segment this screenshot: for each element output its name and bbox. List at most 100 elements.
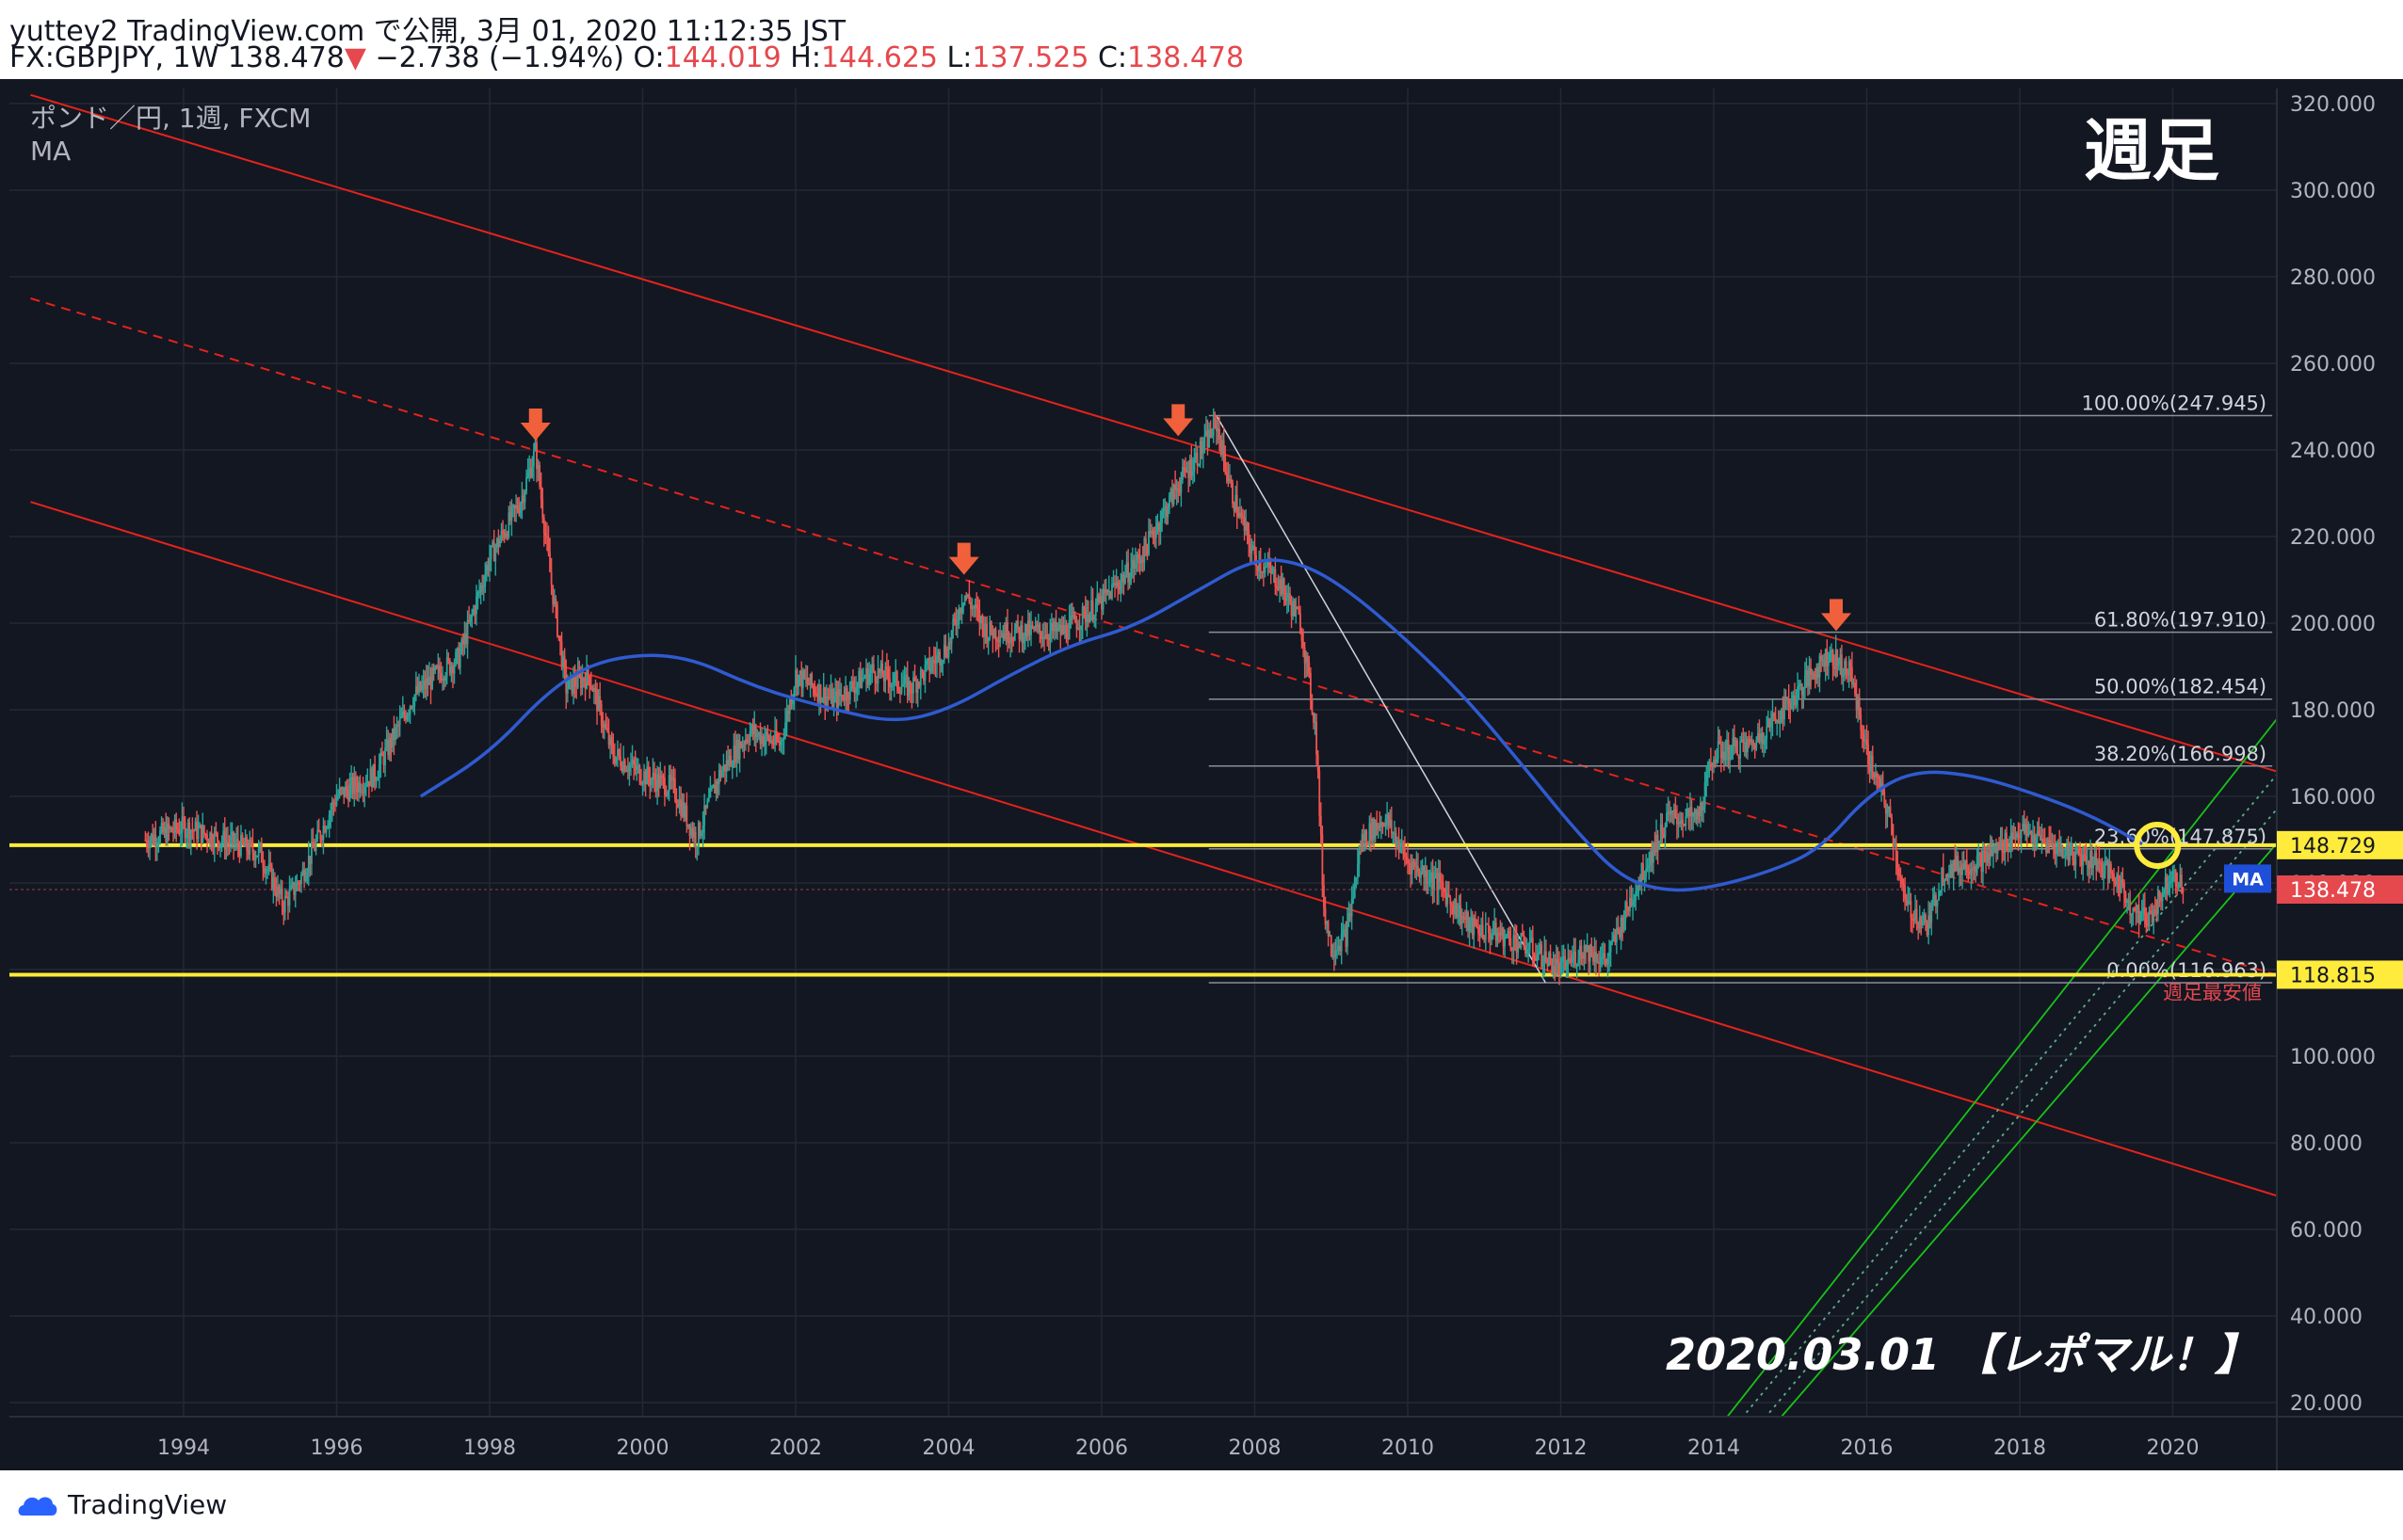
candle-body xyxy=(515,505,518,508)
candle-body xyxy=(1208,429,1210,447)
candle-body xyxy=(2012,836,2015,840)
candle-body xyxy=(835,691,838,708)
weekly-low-label: 週足最安値 xyxy=(2163,981,2262,1003)
candle-body xyxy=(512,505,514,507)
candle-body xyxy=(1821,660,1824,662)
candle-body xyxy=(2113,874,2115,882)
candle-body xyxy=(1060,625,1063,634)
candle-body xyxy=(703,805,706,826)
candle-body xyxy=(1452,906,1455,915)
candle-body xyxy=(1538,952,1540,955)
candle-body xyxy=(1282,578,1285,592)
candle-body xyxy=(832,696,835,708)
candle-body xyxy=(847,698,850,700)
candle-body xyxy=(2140,911,2143,914)
candle-body xyxy=(872,664,875,672)
candle-body xyxy=(589,685,592,688)
candle-body xyxy=(1630,897,1633,906)
candle-body xyxy=(1845,660,1847,672)
candle-body xyxy=(1007,622,1008,642)
candle-body xyxy=(246,837,249,851)
candle-body xyxy=(1249,543,1251,553)
candle-body xyxy=(1936,900,1939,906)
candle-body xyxy=(1418,873,1421,878)
candle-body xyxy=(843,698,846,701)
candle-body xyxy=(1899,876,1902,878)
candle-body xyxy=(1817,666,1819,678)
candle-body xyxy=(549,553,551,572)
candle-body xyxy=(808,682,810,685)
candle-body xyxy=(871,664,874,670)
candle-body xyxy=(702,826,704,833)
candle-body xyxy=(453,665,456,674)
moving-average xyxy=(419,558,2143,892)
candle-body xyxy=(463,634,466,645)
candle-body xyxy=(1373,819,1375,840)
time-axis[interactable]: 1994 1996 1998 2000 2002 2004 2006 2008 2010 2012… xyxy=(157,1436,2200,1460)
candle-body xyxy=(343,787,346,797)
candle-body xyxy=(1028,620,1031,635)
candle-body xyxy=(1221,440,1224,455)
candle-body xyxy=(444,676,447,681)
candle-body xyxy=(628,764,631,772)
candle-body xyxy=(1883,791,1886,805)
candle-body xyxy=(1889,806,1892,818)
candle-body xyxy=(571,675,573,695)
candle-body xyxy=(1264,567,1266,573)
candle-body xyxy=(1617,928,1620,930)
candle-body xyxy=(472,609,475,615)
candle-body xyxy=(1269,568,1272,574)
candle-body xyxy=(1655,834,1657,853)
candle-body xyxy=(1713,760,1715,767)
peak-arrow-icon xyxy=(1163,404,1194,437)
candle-body xyxy=(243,842,245,847)
brand[interactable]: TradingView xyxy=(17,1489,227,1520)
candle-body xyxy=(1417,865,1419,874)
candle-body xyxy=(1730,745,1733,758)
candle-body xyxy=(831,689,833,708)
candle-body xyxy=(1737,755,1740,759)
candle-body xyxy=(2056,846,2057,855)
candle-body xyxy=(1582,955,1584,959)
candle-body xyxy=(448,659,451,674)
candle-body xyxy=(1350,899,1353,917)
candle-body xyxy=(795,670,797,688)
candle-body xyxy=(1101,595,1103,610)
candle-body xyxy=(1470,917,1473,922)
candle-body xyxy=(1931,899,1934,906)
candle-body xyxy=(1827,661,1830,666)
candle-body xyxy=(1874,773,1877,778)
price-chart[interactable]: 100.00%(247.945) 61.80%(197.910) 50.00%(18… xyxy=(0,79,2403,1470)
candle-body xyxy=(282,906,285,913)
candle-body xyxy=(293,882,296,895)
candle-body xyxy=(1740,739,1743,742)
candle-body xyxy=(976,604,978,609)
candle-body xyxy=(1755,739,1758,749)
candle-body xyxy=(1596,962,1599,964)
candle-body xyxy=(2059,844,2062,853)
candle-body xyxy=(563,656,566,669)
candle-body xyxy=(1839,654,1842,664)
candle-body xyxy=(1205,430,1207,436)
price-tick-label: 220.000 xyxy=(2290,526,2376,550)
candle-body xyxy=(943,645,945,661)
candle-body xyxy=(2173,870,2175,872)
candle-body xyxy=(599,696,602,704)
candle-body xyxy=(1621,918,1624,931)
candle-body xyxy=(1687,808,1690,817)
candle-body xyxy=(277,886,279,897)
candle-body xyxy=(1773,713,1775,717)
candle-body xyxy=(1345,929,1347,947)
candle-body xyxy=(1000,636,1003,638)
candle-body xyxy=(1902,884,1905,888)
candle-body xyxy=(2009,832,2012,849)
candle-body xyxy=(560,642,563,667)
candle-body xyxy=(1099,595,1102,603)
tradingview-logo-icon xyxy=(18,1497,57,1516)
candle-body xyxy=(1003,633,1006,640)
candle-body xyxy=(1540,944,1543,968)
peak-arrow-icon xyxy=(1821,599,1851,632)
candle-body xyxy=(547,537,550,553)
candle-body xyxy=(344,786,347,797)
candle-body xyxy=(481,585,484,587)
